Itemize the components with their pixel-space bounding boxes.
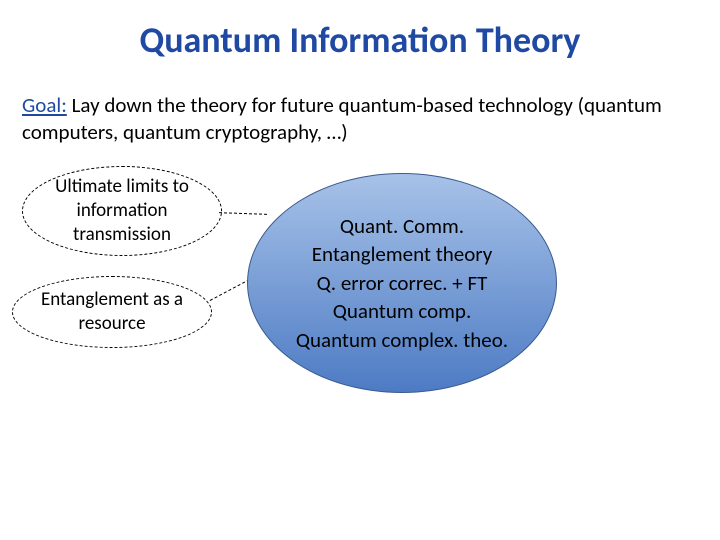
ellipse-content: Quant. Comm.Entanglement theoryQ. error …	[296, 212, 508, 354]
goal-label: Goal:	[22, 92, 67, 118]
goal-paragraph: Goal: Lay down the theory for future qua…	[22, 92, 698, 147]
connector-line-1	[219, 212, 267, 215]
bubble2-text: Entanglement as aresource	[41, 288, 183, 336]
bubble1-text: Ultimate limits toinformationtransmissio…	[55, 175, 189, 246]
goal-body: Lay down the theory for future quantum-b…	[22, 92, 662, 145]
main-ellipse: Quant. Comm.Entanglement theoryQ. error …	[247, 173, 557, 393]
bubble-entanglement-resource: Entanglement as aresource	[12, 276, 212, 348]
bubble-ultimate-limits: Ultimate limits toinformationtransmissio…	[22, 166, 222, 256]
title-text: Quantum Information Theory	[140, 18, 581, 62]
slide-title: Quantum Information Theory	[0, 18, 720, 62]
